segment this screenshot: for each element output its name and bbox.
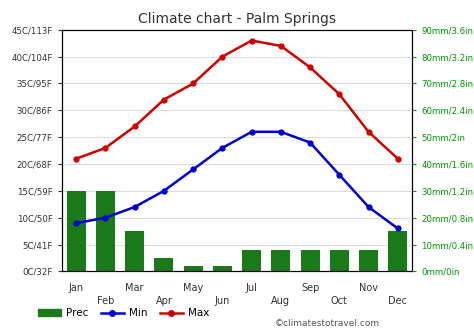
Text: Dec: Dec [388, 297, 407, 307]
Bar [242, 250, 261, 271]
Text: Jun: Jun [215, 297, 230, 307]
Title: Climate chart - Palm Springs: Climate chart - Palm Springs [138, 12, 336, 26]
Bar [330, 250, 349, 271]
Text: Oct: Oct [331, 297, 348, 307]
Bar [359, 250, 378, 271]
Text: Feb: Feb [97, 297, 114, 307]
Text: May: May [183, 283, 203, 293]
Bar [301, 250, 319, 271]
Bar [67, 191, 86, 271]
Text: Jul: Jul [246, 283, 257, 293]
Text: Aug: Aug [271, 297, 291, 307]
Bar [125, 231, 144, 271]
Text: Mar: Mar [126, 283, 144, 293]
Text: ©climatestotravel.com: ©climatestotravel.com [275, 319, 380, 328]
Text: Apr: Apr [155, 297, 173, 307]
Legend: Prec, Min, Max: Prec, Min, Max [34, 304, 214, 322]
Bar [271, 250, 291, 271]
Bar [213, 266, 232, 271]
Text: Jan: Jan [69, 283, 84, 293]
Text: Sep: Sep [301, 283, 319, 293]
Bar [388, 231, 407, 271]
Bar [183, 266, 203, 271]
Bar [96, 191, 115, 271]
Bar [155, 258, 173, 271]
Text: Nov: Nov [359, 283, 378, 293]
